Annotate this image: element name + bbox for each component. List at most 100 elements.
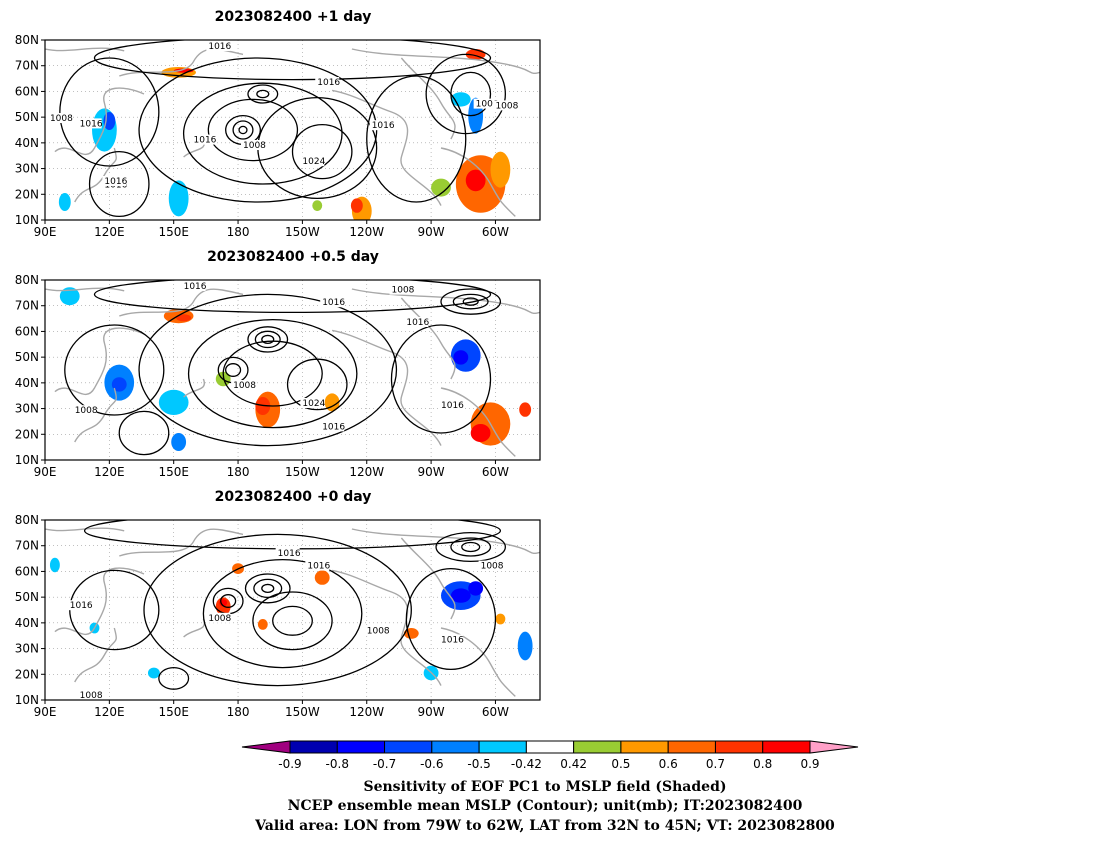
sensitivity-shading (111, 377, 127, 392)
colorbar-label: -0.42 (511, 757, 542, 771)
sensitivity-shading (324, 393, 340, 412)
contour-label-bg (72, 405, 97, 416)
coastline (400, 57, 456, 140)
mslp-contour (247, 84, 279, 104)
panel-frame (44, 39, 541, 221)
contour-label: 1016 (70, 601, 93, 611)
y-tick-label: 70N (15, 299, 39, 313)
contour-label-bg (404, 317, 429, 327)
contour-label-bg (191, 134, 216, 145)
mslp-contour (254, 330, 281, 349)
colorbar: -0.9 -0.8 -0.7 -0.6 -0.5 -0.42 0.42 0.5 0.6 0.7 0.… (241, 740, 859, 771)
x-tick-label: 60W (482, 465, 509, 479)
y-tick-label: 30N (15, 162, 39, 176)
sensitivity-shading (453, 350, 469, 365)
x-tick-label: 120W (349, 225, 384, 239)
y-tick-label: 10N (15, 213, 39, 227)
sensitivity-shading (58, 193, 71, 211)
y-tick-label: 10N (15, 693, 39, 707)
coastline (45, 47, 125, 52)
colorbar-swatch (525, 740, 575, 754)
coastline (331, 569, 442, 686)
coastline (400, 537, 456, 620)
contour-label: 1016 (307, 562, 330, 572)
map-panel: 2023082400 +1 day 1016 1016 1016 1016 1008 101… (15, 9, 541, 239)
colorbar-swatch (714, 740, 764, 754)
y-tick-label: 30N (15, 642, 39, 656)
x-tick-label: 90W (418, 225, 445, 239)
mslp-contour (138, 293, 398, 447)
contour-label: 1016 (322, 298, 345, 308)
y-tick-label: 10N (15, 453, 39, 467)
x-tick-label: 120W (349, 705, 384, 719)
contour-label: 1016 (441, 635, 464, 645)
panel-frame (44, 279, 541, 461)
contour-label-bg (315, 77, 340, 87)
mslp-contour (452, 293, 489, 310)
coastline (45, 527, 125, 532)
contour-label: 1016 (278, 549, 301, 559)
coastline (74, 387, 117, 443)
contour-label: 1016 (441, 401, 464, 411)
x-tick-label: 150W (285, 465, 320, 479)
contour-label-bg (300, 156, 325, 167)
contour-label-bg (241, 140, 265, 150)
contour-label: 1016 (194, 136, 217, 146)
colorbar-label: -0.8 (326, 757, 349, 771)
coastline (74, 627, 117, 683)
contour-label: 1008 (367, 626, 390, 636)
contour-label: 1008 (476, 100, 499, 110)
figure-caption-line: NCEP ensemble mean MSLP (Contour); unit(… (288, 798, 803, 814)
sensitivity-shading (431, 178, 451, 197)
contour-label: 1008 (392, 286, 415, 296)
colorbar-label: 0.9 (800, 757, 819, 771)
y-tick-label: 60N (15, 324, 39, 338)
contour-label-bg (275, 548, 300, 558)
sensitivity-shading (490, 151, 511, 188)
sensitivity-shading (49, 557, 60, 573)
mslp-contour (461, 541, 481, 553)
coastline (74, 147, 117, 203)
x-tick-label: 150E (158, 705, 189, 719)
contour-label-bg (206, 41, 231, 51)
mslp-contour (182, 82, 343, 185)
colorbar-label: 0.7 (706, 757, 725, 771)
x-tick-label: 150W (285, 705, 320, 719)
x-tick-label: 90W (418, 705, 445, 719)
mslp-contour (158, 666, 190, 690)
colorbar-swatch (289, 740, 338, 754)
sensitivity-shading (450, 588, 471, 603)
y-tick-label: 50N (15, 350, 39, 364)
contour-label: 1016 (322, 422, 345, 432)
mslp-contour (187, 318, 358, 429)
x-tick-label: 150E (158, 465, 189, 479)
mslp-contour (450, 537, 492, 557)
mslp-contour (220, 594, 237, 608)
mslp-contour (118, 410, 170, 456)
contour-label-bg (300, 398, 325, 408)
contour-label: 1016 (184, 282, 207, 292)
contour-label: 1008 (233, 381, 256, 391)
map-background (45, 520, 540, 700)
mslp-contour (202, 558, 363, 669)
contour-label-bg (206, 612, 231, 623)
x-tick-label: 120W (349, 465, 384, 479)
colorbar-swatch (336, 740, 386, 754)
contour-label-bg (77, 118, 102, 129)
mslp-contour (261, 583, 275, 594)
mslp-contour (93, 280, 492, 314)
sensitivity-shading (495, 613, 506, 625)
sensitivity-shading (350, 198, 363, 213)
contour-label: 1016 (80, 119, 103, 129)
contour-label-bg (320, 297, 345, 308)
coastline (440, 387, 516, 457)
x-tick-label: 90W (418, 465, 445, 479)
y-tick-label: 60N (15, 564, 39, 578)
mslp-contour (261, 334, 275, 345)
contour-label-bg (364, 625, 389, 636)
contour-label-bg (181, 281, 206, 291)
x-tick-label: 60W (482, 225, 509, 239)
sensitivity-shading (59, 287, 80, 306)
y-tick-label: 80N (15, 273, 39, 287)
